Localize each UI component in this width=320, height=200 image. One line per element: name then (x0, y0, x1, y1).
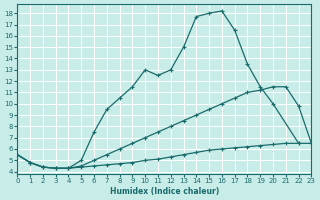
X-axis label: Humidex (Indice chaleur): Humidex (Indice chaleur) (110, 187, 219, 196)
